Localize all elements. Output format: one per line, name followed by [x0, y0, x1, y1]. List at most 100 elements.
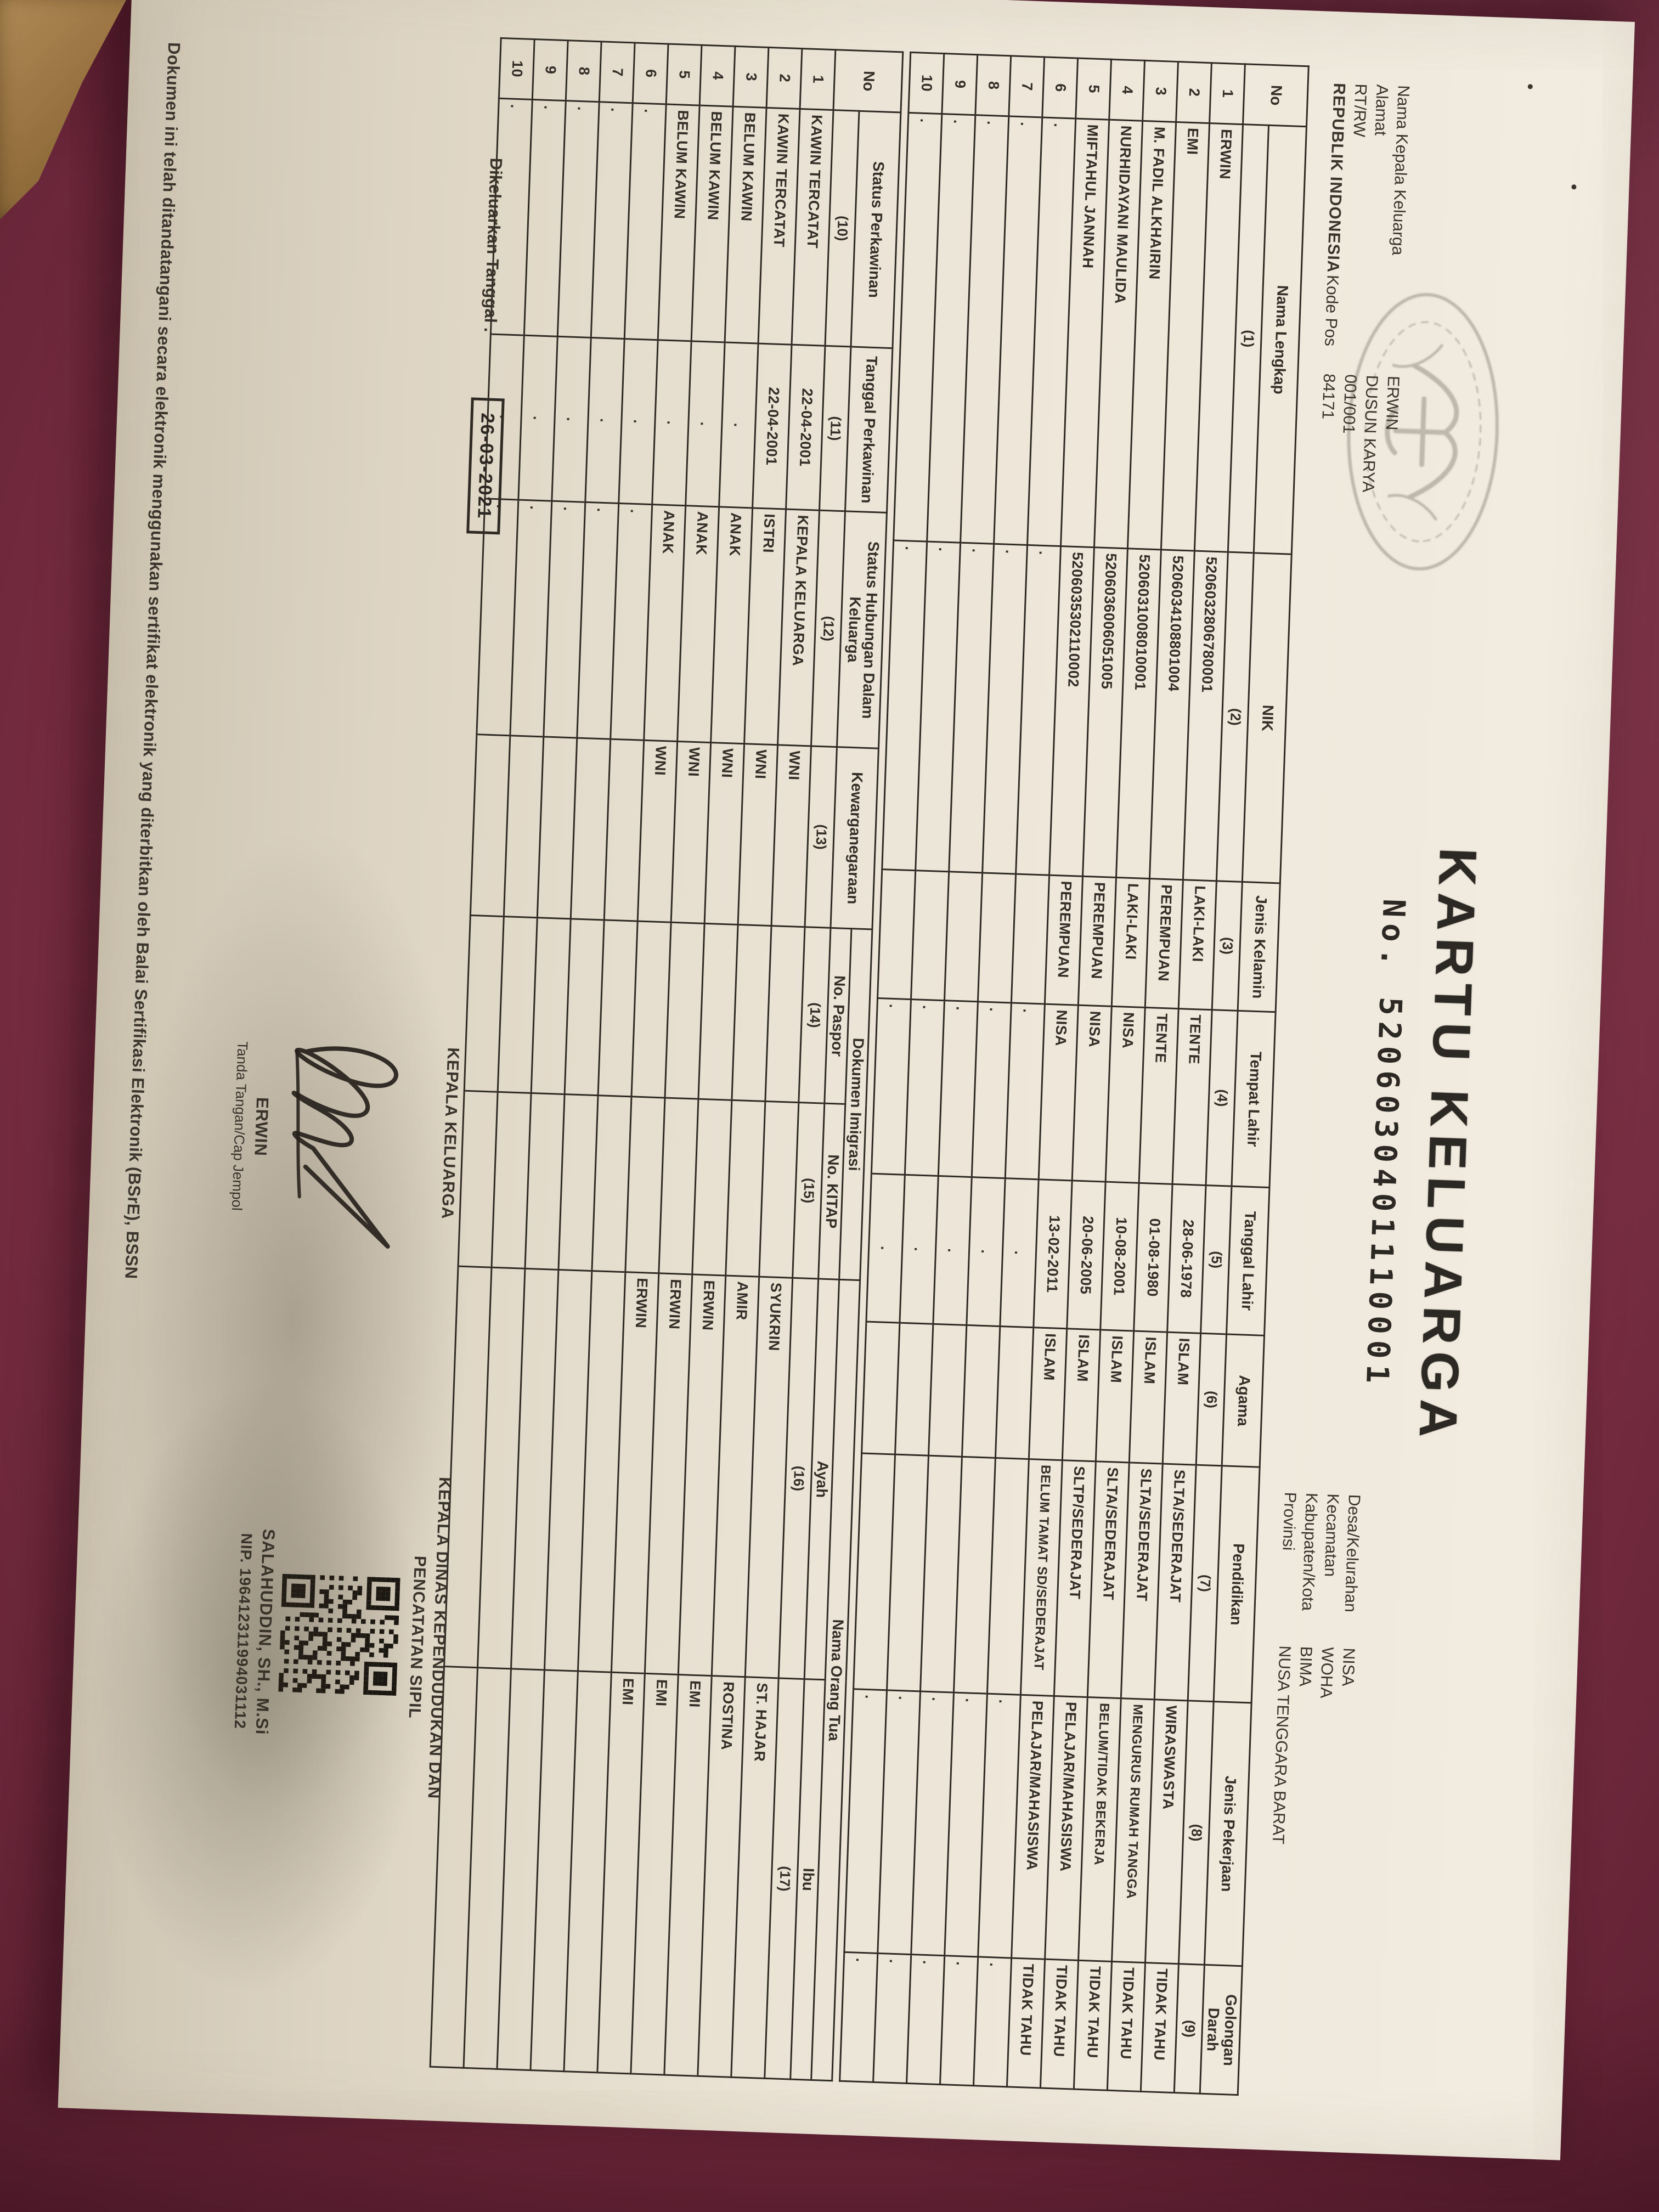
table-cell: TIDAK TAHU — [1040, 1959, 1079, 2090]
table-cell: WNI — [671, 741, 712, 924]
table-cell: 10 — [499, 38, 535, 100]
table-cell — [592, 1095, 632, 1272]
table-cell — [571, 738, 611, 920]
family-members-table: No Nama Lengkap NIK Jenis Kelamin Tempat Lah… — [839, 52, 1309, 2096]
table-cell: 1 — [800, 48, 836, 110]
qr-code-icon — [278, 1573, 400, 1696]
table-cell: . — [873, 1953, 912, 2084]
column-header: Tempat Lahir — [1232, 1011, 1276, 1188]
table-cell — [492, 1092, 532, 1269]
table-cell — [995, 1326, 1034, 1459]
table-cell: ISLAM — [1062, 1328, 1101, 1462]
table-cell: . — [938, 1000, 978, 1177]
column-number: (3) — [1212, 881, 1243, 1011]
table-cell: . — [905, 999, 945, 1176]
table-cell — [732, 924, 772, 1102]
table-cell — [665, 922, 705, 1099]
table-cell: 3 — [733, 46, 769, 108]
column-header: Golongan Darah — [1200, 1965, 1243, 2095]
table-cell: ISLAM — [1163, 1332, 1201, 1465]
table-cell — [565, 918, 605, 1096]
table-cell: 22-04-2001 — [786, 345, 826, 511]
table-cell — [978, 872, 1017, 1003]
header-right-block: Desa/Kelurahan NISA Kecamatan WOHA Kabupaten… — [1257, 1492, 1365, 2125]
table-cell: 2 — [1176, 61, 1212, 123]
table-cell: 8 — [975, 54, 1012, 116]
card-number-value: 5206030401110001 — [1358, 996, 1408, 1390]
table-cell — [692, 1099, 732, 1276]
table-cell: . — [967, 1177, 1006, 1327]
table-cell — [962, 1325, 1001, 1458]
column-header: Agama — [1222, 1334, 1265, 1468]
table-cell: ISLAM — [1029, 1327, 1068, 1460]
garuda-stamp-icon — [1347, 293, 1499, 571]
table-cell: 28-06-1978 — [1167, 1184, 1206, 1334]
table-cell: 20-06-2005 — [1067, 1180, 1106, 1330]
table-cell — [759, 1101, 799, 1278]
table-cell: TIDAK TAHU — [1007, 1958, 1046, 2088]
table-cell: 6 — [633, 42, 669, 104]
table-cell: 13-02-2011 — [1034, 1179, 1073, 1329]
table-cell: . — [973, 1956, 1012, 2087]
table-cell — [537, 736, 578, 919]
column-header: Kewarganegaraan — [831, 747, 879, 929]
table-cell — [498, 916, 538, 1093]
table-cell: ISLAM — [1096, 1329, 1135, 1463]
column-header: Tanggal Perkawinan — [845, 347, 893, 513]
table-cell — [911, 870, 950, 1001]
table-cell: 01-08-1980 — [1134, 1183, 1173, 1333]
header-field-value: 001/001 — [1339, 374, 1360, 435]
table-cell — [458, 1091, 498, 1268]
table-cell: . — [972, 1001, 1012, 1178]
table-cell: 5 — [666, 44, 702, 106]
table-cell — [558, 1094, 599, 1271]
table-cell: TIDAK TAHU — [1141, 1962, 1179, 2093]
table-cell — [470, 734, 511, 917]
page-title: KARTU KELUARGA — [1408, 847, 1488, 1446]
table-cell: . — [652, 340, 692, 506]
table-cell: TENTE — [1172, 1008, 1212, 1186]
table-cell — [604, 739, 645, 922]
table-cell — [631, 921, 672, 1098]
column-header: Status Perkawinan — [851, 111, 901, 348]
table-cell: TENTE — [1139, 1007, 1179, 1184]
table-cell — [895, 1323, 934, 1456]
column-header: Tanggal Lahir — [1226, 1186, 1269, 1336]
column-header: Status Hubungan Dalam Keluarga — [837, 511, 887, 749]
table-cell: . — [585, 337, 625, 504]
header-field-label: Kode Pos — [1321, 274, 1342, 347]
table-cell: 9 — [942, 53, 978, 115]
table-cell: 10-08-2001 — [1101, 1182, 1139, 1331]
table-cell: . — [1005, 1002, 1045, 1180]
header-field-value: WOHA — [1317, 1646, 1337, 1699]
table-cell: . — [1000, 1178, 1039, 1328]
table-cell: . — [871, 998, 911, 1175]
issued-date-stamp: 26-03-2021 — [466, 397, 505, 535]
column-header: No — [833, 49, 903, 112]
column-number: (9) — [1174, 1963, 1205, 2094]
table-cell — [504, 735, 544, 918]
table-cell: LAKI-LAKI — [1111, 877, 1150, 1008]
paper-speck — [1527, 84, 1533, 89]
table-cell: 6 — [1042, 57, 1078, 119]
table-cell — [726, 1100, 766, 1277]
table-cell: TIDAK TAHU — [1107, 1961, 1146, 2092]
table-cell: LAKI-LAKI — [1178, 879, 1217, 1010]
table-cell: WNI — [704, 742, 745, 925]
column-number: (6) — [1196, 1333, 1227, 1466]
civil-registry-signature-block: KEPALA DINAS KEPENDUDUKAN DAN PENCATATAN… — [227, 1423, 457, 1847]
header-field-value: BIMA — [1295, 1646, 1316, 1687]
table-cell: 9 — [532, 39, 568, 101]
table-cell: 10 — [909, 52, 945, 114]
table-cell — [525, 1093, 565, 1270]
table-cell: . — [906, 1954, 945, 2085]
table-cell: 22-04-2001 — [753, 343, 792, 510]
table-cell: . — [840, 1952, 878, 2083]
table-cell — [464, 915, 504, 1092]
table-cell — [598, 919, 638, 1097]
table-cell: ISLAM — [1129, 1331, 1168, 1464]
signature-icon — [291, 1046, 398, 1249]
table-cell — [625, 1096, 665, 1273]
table-cell — [765, 926, 805, 1103]
